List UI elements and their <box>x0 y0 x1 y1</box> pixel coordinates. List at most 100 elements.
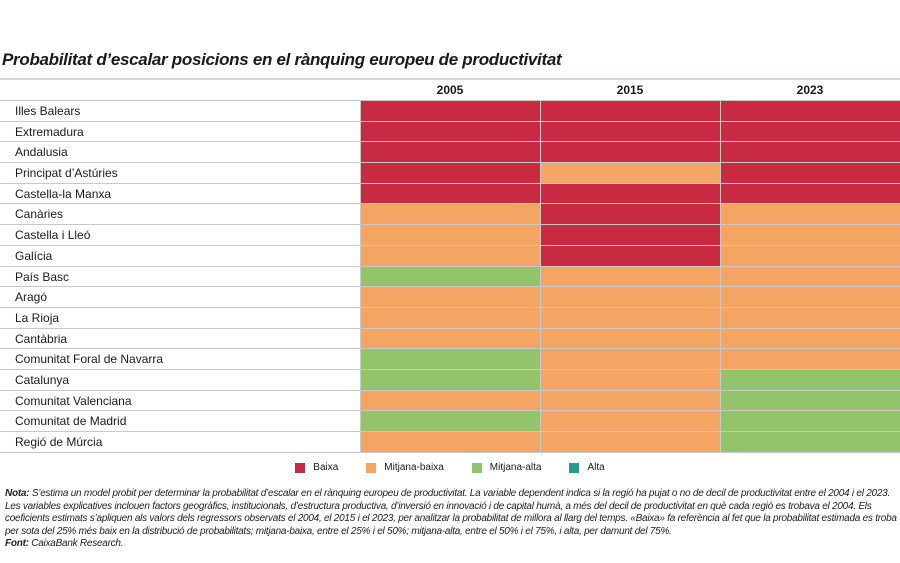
heatmap-cell <box>720 390 900 411</box>
row-label: Castella i Lleó <box>15 228 91 243</box>
note-label: Nota: <box>5 488 30 499</box>
heatmap-cell <box>360 328 540 349</box>
legend-label: Alta <box>587 462 605 473</box>
heatmap-cell <box>720 369 900 390</box>
row-label: Principat d’Astúries <box>15 166 118 181</box>
table-row: Regió de Múrcia <box>0 432 900 453</box>
row-label: Cantàbria <box>15 331 68 346</box>
table-row: Illes Balears <box>0 101 900 122</box>
chart-title: Probabilitat d’escalar posicions en el r… <box>2 50 562 69</box>
legend-swatch <box>295 462 306 473</box>
legend-label: Baixa <box>313 462 339 473</box>
heatmap-cell <box>720 142 900 163</box>
row-label: Galícia <box>15 248 53 263</box>
column-header: 2015 <box>616 83 644 97</box>
row-label: Comunitat Valenciana <box>15 393 132 408</box>
legend-swatch <box>366 462 377 473</box>
source-label: Font: <box>5 538 29 550</box>
heatmap-cell <box>540 163 720 183</box>
heatmap-cell <box>360 390 540 411</box>
heatmap-cell <box>720 411 900 431</box>
heatmap-cell <box>540 142 720 163</box>
heatmap-cell <box>360 245 540 266</box>
legend-item: Mitjana-alta <box>471 462 542 473</box>
heatmap-cell <box>720 225 900 245</box>
table-row: Galícia <box>0 245 900 267</box>
notes: Nota: S’estima un model probit per deter… <box>5 488 898 551</box>
heatmap-cell <box>360 183 540 204</box>
legend-item: Mitjana-baixa <box>366 462 444 473</box>
table-row: Comunitat de Madrid <box>0 411 900 432</box>
table-row: Andalusia <box>0 142 900 164</box>
row-label: País Basc <box>15 269 70 284</box>
legend-swatch <box>471 462 482 473</box>
heatmap-cell <box>540 307 720 328</box>
table-row: Aragó <box>0 287 900 308</box>
heatmap-cell <box>540 411 720 431</box>
heatmap-cell <box>360 307 540 328</box>
table-row: Castella-la Manxa <box>0 183 900 205</box>
heatmap-cell <box>540 266 720 287</box>
row-label: Andalusia <box>15 145 68 160</box>
heatmap-cell <box>360 101 540 121</box>
heatmap-table: 2005 2015 2023 Illes Balears Extremadura Anda… <box>0 78 900 453</box>
note-text: S’estima un model probit per determinar … <box>5 488 897 537</box>
heatmap-cell <box>540 369 720 390</box>
legend-label: Mitjana-alta <box>489 462 542 473</box>
table-row: Canàries <box>0 204 900 226</box>
heatmap-cell <box>540 287 720 307</box>
heatmap-cell <box>360 163 540 183</box>
heatmap-cell <box>720 266 900 287</box>
heatmap-cell <box>360 225 540 245</box>
legend: Baixa Mitjana-baixa Mitjana-alta Alta <box>0 462 900 473</box>
row-label: Catalunya <box>15 372 70 387</box>
heatmap-cell <box>360 287 540 307</box>
row-label: Comunitat de Madrid <box>15 414 127 429</box>
heatmap-cell <box>720 163 900 183</box>
table-row: Castella i Lleó <box>0 225 900 246</box>
heatmap-cell <box>360 142 540 163</box>
heatmap-cell <box>720 328 900 349</box>
heatmap-cell <box>720 183 900 204</box>
column-header: 2023 <box>796 83 824 97</box>
table-row: La Rioja <box>0 307 900 329</box>
table-row: Cantàbria <box>0 328 900 350</box>
row-label: Castella-la Manxa <box>15 186 112 201</box>
legend-item: Baixa <box>295 462 338 473</box>
heatmap-cell <box>360 121 540 142</box>
table-row: Comunitat Foral de Navarra <box>0 349 900 370</box>
heatmap-cell <box>720 245 900 266</box>
heatmap-cell <box>720 121 900 142</box>
legend-item: Alta <box>569 462 605 473</box>
table-row: Principat d’Astúries <box>0 163 900 184</box>
heatmap-cell <box>720 432 900 452</box>
row-label: Aragó <box>15 290 48 305</box>
heatmap-cell <box>360 204 540 225</box>
header-row: 2005 2015 2023 <box>0 80 900 101</box>
row-label: Extremadura <box>15 124 84 139</box>
row-label: Comunitat Foral de Navarra <box>15 352 164 367</box>
heatmap-cell <box>540 328 720 349</box>
heatmap-cell <box>540 121 720 142</box>
heatmap-cell <box>540 225 720 245</box>
heatmap-cell <box>720 204 900 225</box>
legend-swatch <box>569 462 580 473</box>
heatmap-cell <box>540 204 720 225</box>
heatmap-cell <box>360 369 540 390</box>
heatmap-cell <box>540 390 720 411</box>
heatmap-cell <box>540 101 720 121</box>
table-row: Comunitat Valenciana <box>0 390 900 412</box>
heatmap-cell <box>540 432 720 452</box>
table-row: Catalunya <box>0 369 900 391</box>
heatmap-cell <box>720 349 900 369</box>
row-label: Canàries <box>15 207 64 222</box>
row-label: Illes Balears <box>15 104 81 118</box>
heatmap-cell <box>360 266 540 287</box>
heatmap-cell <box>360 411 540 431</box>
column-header: 2005 <box>436 83 464 97</box>
row-label: Regió de Múrcia <box>15 435 103 449</box>
heatmap-cell <box>540 245 720 266</box>
header-spacer <box>0 80 360 100</box>
source-text: CaixaBank Research. <box>28 538 124 550</box>
heatmap-cell <box>720 101 900 121</box>
